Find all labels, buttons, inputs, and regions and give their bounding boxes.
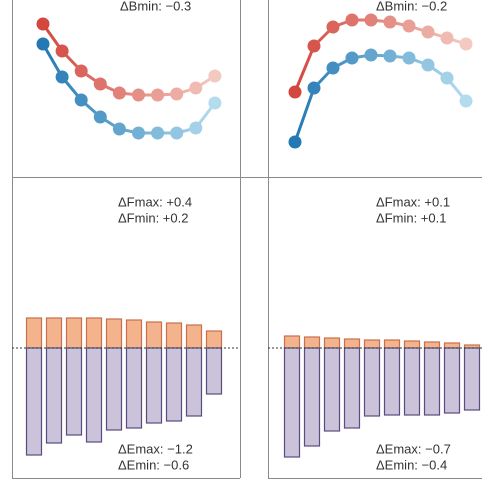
bar (105, 347, 123, 431)
bar (343, 338, 361, 349)
data-point (307, 39, 321, 53)
data-point (170, 126, 184, 140)
annotation: ΔBmin: −0.2 (376, 0, 447, 13)
bar (85, 347, 103, 443)
bar (383, 339, 401, 349)
bar (363, 339, 381, 349)
series-line (41, 22, 217, 97)
bar (25, 347, 43, 456)
bar (65, 347, 83, 436)
data-point (189, 121, 203, 135)
annotation: ΔEmin: −0.6 (118, 457, 189, 472)
data-point (93, 77, 107, 91)
annotation: ΔBmin: −0.3 (120, 0, 191, 13)
bar (65, 317, 83, 349)
bar (303, 336, 321, 349)
data-point (112, 122, 126, 136)
bar (125, 347, 143, 429)
bar (145, 321, 163, 349)
bar (463, 347, 481, 411)
bar (323, 337, 341, 349)
annotation: ΔFmin: +0.1 (376, 210, 446, 225)
data-point (326, 20, 340, 34)
data-point (55, 44, 69, 58)
data-point (402, 51, 416, 65)
data-point (440, 31, 454, 45)
data-point (459, 94, 473, 108)
data-point (151, 88, 165, 102)
bar (283, 335, 301, 349)
data-point (170, 87, 184, 101)
bar (45, 347, 63, 444)
data-point (307, 81, 321, 95)
data-point (36, 37, 50, 51)
series-line (41, 42, 217, 135)
data-point (74, 64, 88, 78)
bar (403, 347, 421, 416)
bar (185, 324, 203, 349)
data-point (383, 49, 397, 63)
data-point (345, 13, 359, 27)
data-point (208, 96, 222, 110)
data-point (132, 126, 145, 140)
bar (165, 347, 183, 422)
bar (283, 347, 301, 458)
bar (303, 347, 321, 447)
bar (323, 347, 341, 432)
data-point (326, 61, 340, 75)
data-point (459, 37, 473, 51)
annotation: ΔFmin: +0.2 (118, 210, 188, 225)
data-point (132, 88, 145, 102)
annotation: ΔEmax: −1.2 (118, 441, 193, 456)
data-point (74, 93, 88, 107)
data-point (189, 81, 203, 95)
data-point (421, 25, 435, 39)
annotation: ΔEmax: −0.7 (376, 441, 451, 456)
data-point (55, 70, 69, 84)
bar (25, 317, 43, 349)
series-line (293, 18, 468, 94)
data-point (93, 110, 107, 124)
series-line (293, 53, 468, 144)
bar (105, 318, 123, 349)
bar (443, 342, 461, 349)
data-point (36, 17, 50, 31)
bar (383, 347, 401, 416)
bar (403, 340, 421, 349)
data-point (364, 48, 378, 62)
bar (205, 330, 223, 349)
bar (165, 322, 183, 349)
data-point (421, 58, 435, 72)
data-point (208, 69, 222, 83)
data-point (151, 126, 165, 140)
data-point (345, 51, 359, 65)
data-point (288, 135, 302, 149)
bar (145, 347, 163, 424)
bar (125, 319, 143, 349)
bar (423, 341, 441, 349)
data-point (112, 86, 126, 100)
bar (185, 347, 203, 417)
data-point (383, 15, 397, 29)
data-point (288, 85, 302, 99)
bar (205, 347, 223, 395)
data-point (440, 71, 454, 85)
annotation: ΔFmax: +0.1 (376, 194, 450, 209)
bar (343, 347, 361, 429)
bar (85, 317, 103, 349)
bar (45, 317, 63, 349)
bar (443, 347, 461, 414)
annotation: ΔFmax: +0.4 (118, 194, 192, 209)
data-point (364, 13, 378, 27)
annotation: ΔEmin: −0.4 (376, 457, 447, 472)
data-point (402, 19, 416, 33)
bar (363, 347, 381, 417)
bar (423, 347, 441, 416)
